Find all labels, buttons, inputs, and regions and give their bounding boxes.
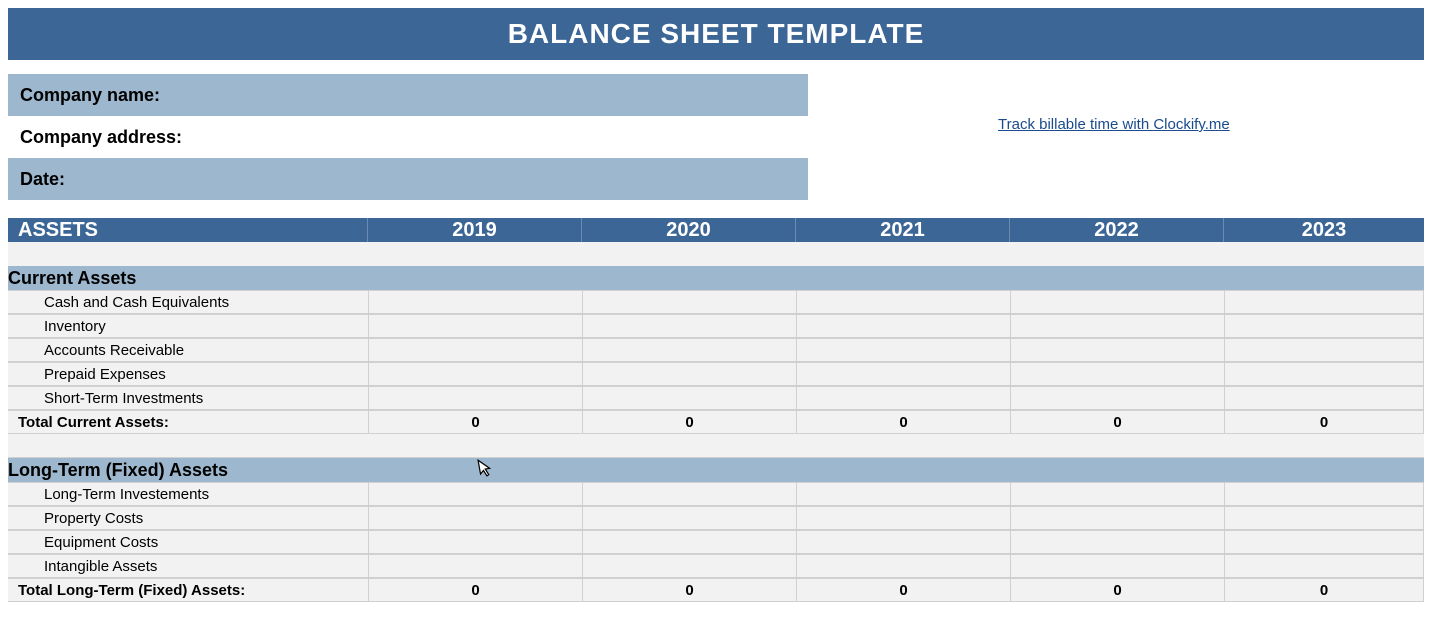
value-cell[interactable] [582,554,796,578]
total-value-cell: 0 [1010,410,1224,434]
company-address-row[interactable]: Company address: [8,116,808,158]
value-cell[interactable] [582,314,796,338]
value-cell[interactable] [368,386,582,410]
value-cell[interactable] [796,386,1010,410]
value-cell[interactable] [796,290,1010,314]
total-value-cell: 0 [582,578,796,602]
value-cell[interactable] [796,506,1010,530]
value-cell[interactable] [582,482,796,506]
row-label-cell[interactable]: Cash and Cash Equivalents [8,290,368,314]
year-header-cell: 2020 [582,218,796,242]
assets-table: ASSETS20192020202120222023 Current Assets… [8,218,1424,602]
total-value-cell: 0 [1224,410,1424,434]
value-cell[interactable] [1010,482,1224,506]
row-label-cell[interactable]: Equipment Costs [8,530,368,554]
table-row: Short-Term Investments [8,386,1424,410]
assets-header-cell: ASSETS [8,218,368,242]
gap-row [8,434,1424,458]
value-cell[interactable] [1010,554,1224,578]
total-value-cell: 0 [582,410,796,434]
value-cell[interactable] [368,506,582,530]
promo-link-area: Track billable time with Clockify.me [998,116,1230,133]
section-title-row: Long-Term (Fixed) Assets [8,458,1424,482]
value-cell[interactable] [368,314,582,338]
value-cell[interactable] [1224,362,1424,386]
total-label-cell: Total Long-Term (Fixed) Assets: [8,578,368,602]
value-cell[interactable] [1224,386,1424,410]
value-cell[interactable] [1224,290,1424,314]
value-cell[interactable] [582,386,796,410]
row-label-cell[interactable]: Accounts Receivable [8,338,368,362]
table-row: Equipment Costs [8,530,1424,554]
year-header-cell: 2019 [368,218,582,242]
value-cell[interactable] [582,290,796,314]
table-row: Cash and Cash Equivalents [8,290,1424,314]
value-cell[interactable] [796,314,1010,338]
value-cell[interactable] [1224,506,1424,530]
value-cell[interactable] [796,362,1010,386]
value-cell[interactable] [1224,554,1424,578]
row-label-cell[interactable]: Short-Term Investments [8,386,368,410]
row-label-cell[interactable]: Property Costs [8,506,368,530]
company-name-row[interactable]: Company name: [8,74,808,116]
value-cell[interactable] [368,554,582,578]
value-cell[interactable] [582,506,796,530]
total-value-cell: 0 [1010,578,1224,602]
section-title-row: Current Assets [8,266,1424,290]
value-cell[interactable] [368,482,582,506]
value-cell[interactable] [796,338,1010,362]
total-row: Total Long-Term (Fixed) Assets:00000 [8,578,1424,602]
value-cell[interactable] [368,338,582,362]
year-header-cell: 2023 [1224,218,1424,242]
value-cell[interactable] [582,338,796,362]
value-cell[interactable] [368,290,582,314]
total-value-cell: 0 [1224,578,1424,602]
table-row: Long-Term Investements [8,482,1424,506]
value-cell[interactable] [1224,530,1424,554]
page-title: BALANCE SHEET TEMPLATE [8,8,1424,60]
value-cell[interactable] [796,482,1010,506]
value-cell[interactable] [582,362,796,386]
total-value-cell: 0 [796,410,1010,434]
balance-sheet-page: BALANCE SHEET TEMPLATE Company name: Com… [0,0,1432,610]
row-label-cell[interactable]: Inventory [8,314,368,338]
value-cell[interactable] [582,530,796,554]
table-row: Prepaid Expenses [8,362,1424,386]
date-row[interactable]: Date: [8,158,808,200]
value-cell[interactable] [1224,338,1424,362]
table-row: Property Costs [8,506,1424,530]
company-info-block: Company name: Company address: Date: [8,74,808,200]
year-header-cell: 2022 [1010,218,1224,242]
total-value-cell: 0 [796,578,1010,602]
value-cell[interactable] [1010,386,1224,410]
value-cell[interactable] [796,530,1010,554]
value-cell[interactable] [1010,314,1224,338]
value-cell[interactable] [368,530,582,554]
year-header-cell: 2021 [796,218,1010,242]
row-label-cell[interactable]: Long-Term Investements [8,482,368,506]
value-cell[interactable] [796,554,1010,578]
value-cell[interactable] [1224,482,1424,506]
row-label-cell[interactable]: Prepaid Expenses [8,362,368,386]
value-cell[interactable] [1010,530,1224,554]
table-header-row: ASSETS20192020202120222023 [8,218,1424,242]
total-row: Total Current Assets:00000 [8,410,1424,434]
table-row: Accounts Receivable [8,338,1424,362]
total-label-cell: Total Current Assets: [8,410,368,434]
total-value-cell: 0 [368,578,582,602]
value-cell[interactable] [1010,362,1224,386]
value-cell[interactable] [1010,338,1224,362]
clockify-link[interactable]: Track billable time with Clockify.me [998,116,1230,133]
table-row: Inventory [8,314,1424,338]
value-cell[interactable] [1224,314,1424,338]
value-cell[interactable] [1010,506,1224,530]
value-cell[interactable] [1010,290,1224,314]
total-value-cell: 0 [368,410,582,434]
value-cell[interactable] [368,362,582,386]
row-label-cell[interactable]: Intangible Assets [8,554,368,578]
table-row: Intangible Assets [8,554,1424,578]
spacer-row [8,242,1424,266]
